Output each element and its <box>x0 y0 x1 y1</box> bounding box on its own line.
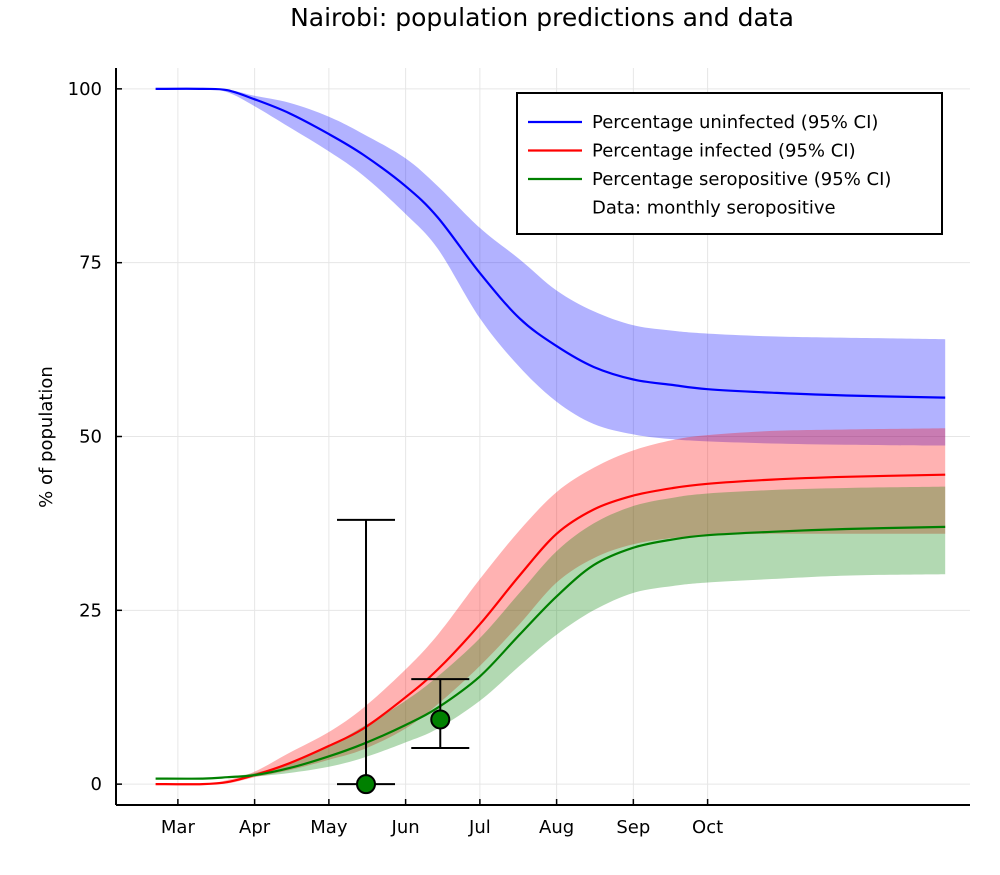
legend-label-2: Percentage seropositive (95% CI) <box>592 169 891 190</box>
x-tick-label: Apr <box>239 817 271 838</box>
data-point-1 <box>430 709 451 730</box>
legend-box <box>516 92 943 235</box>
data-point-0 <box>356 774 377 795</box>
series-2-ci-band <box>155 486 946 779</box>
series-0-line <box>155 87 946 399</box>
legend-label-0: Percentage uninfected (95% CI) <box>592 112 878 133</box>
y-tick-label: 0 <box>91 774 102 795</box>
x-tick-label: Mar <box>161 817 196 838</box>
x-tick-label: Oct <box>692 817 723 838</box>
x-tick-label: May <box>310 817 348 838</box>
series-lines <box>155 87 946 786</box>
y-tick-label: 75 <box>79 253 102 274</box>
y-tick-label: 100 <box>68 79 102 100</box>
x-tick-label: Jun <box>391 817 420 838</box>
x-tick-label: Aug <box>539 817 574 838</box>
series-2-line <box>155 525 946 780</box>
series-0-ci-band <box>155 88 946 446</box>
tick-labels: Mar Apr May Jun Jul Aug Sep Oct 0 25 50 75 100 <box>68 79 724 838</box>
legend: Percentage uninfected (95% CI) Percentage… <box>516 92 943 235</box>
data-points <box>337 518 470 795</box>
y-tick-label: 25 <box>79 600 102 621</box>
series-1-ci-band <box>155 428 946 785</box>
y-axis-label: % of population <box>36 366 57 508</box>
legend-label-3: Data: monthly seropositive <box>592 198 836 219</box>
chart-title: Nairobi: population predictions and data <box>290 3 794 32</box>
x-tick-label: Sep <box>616 817 650 838</box>
y-tick-label: 50 <box>79 427 102 448</box>
confidence-bands <box>155 88 946 785</box>
legend-label-1: Percentage infected (95% CI) <box>592 141 856 162</box>
x-tick-label: Jul <box>468 817 491 838</box>
